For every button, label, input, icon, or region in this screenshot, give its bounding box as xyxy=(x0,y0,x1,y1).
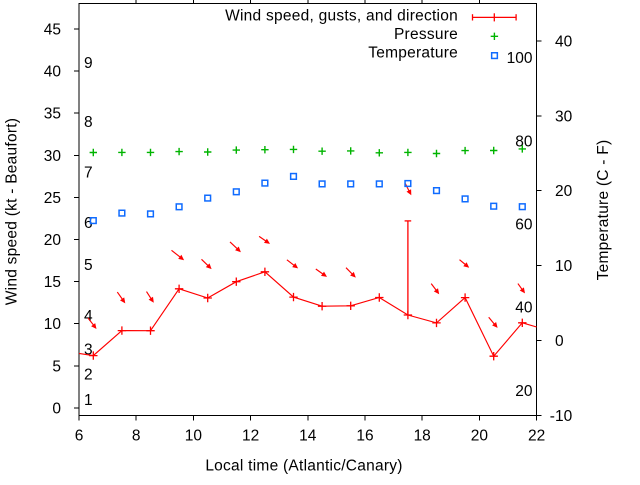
svg-text:30: 30 xyxy=(44,148,62,165)
svg-text:10: 10 xyxy=(185,427,203,444)
svg-text:Temperature (C - F): Temperature (C - F) xyxy=(595,140,612,281)
svg-text:Pressure: Pressure xyxy=(394,26,458,43)
svg-text:6: 6 xyxy=(84,215,93,232)
svg-text:Local time (Atlantic/Canary): Local time (Atlantic/Canary) xyxy=(205,458,402,475)
svg-text:15: 15 xyxy=(44,274,61,291)
svg-text:8: 8 xyxy=(84,114,93,131)
svg-text:45: 45 xyxy=(44,22,61,39)
svg-text:-10: -10 xyxy=(550,408,573,425)
svg-text:4: 4 xyxy=(84,308,93,325)
svg-text:Temperature: Temperature xyxy=(368,44,458,61)
svg-text:40: 40 xyxy=(44,64,62,81)
svg-text:2: 2 xyxy=(84,367,93,384)
svg-text:1: 1 xyxy=(84,392,93,409)
svg-text:0: 0 xyxy=(555,333,564,350)
svg-text:20: 20 xyxy=(515,383,533,400)
svg-text:22: 22 xyxy=(528,427,545,444)
svg-text:20: 20 xyxy=(555,183,573,200)
svg-text:8: 8 xyxy=(132,427,141,444)
svg-text:3: 3 xyxy=(84,342,93,359)
svg-text:0: 0 xyxy=(52,400,61,417)
svg-text:14: 14 xyxy=(299,427,317,444)
svg-text:60: 60 xyxy=(515,217,533,234)
svg-text:9: 9 xyxy=(84,55,93,72)
svg-text:10: 10 xyxy=(555,258,573,275)
svg-text:20: 20 xyxy=(471,427,489,444)
svg-text:12: 12 xyxy=(242,427,259,444)
svg-text:Wind speed, gusts, and directi: Wind speed, gusts, and direction xyxy=(225,7,458,24)
svg-text:35: 35 xyxy=(44,106,61,123)
svg-text:20: 20 xyxy=(44,232,62,249)
svg-text:18: 18 xyxy=(414,427,431,444)
svg-text:25: 25 xyxy=(44,190,61,207)
svg-text:30: 30 xyxy=(555,108,573,125)
svg-text:16: 16 xyxy=(356,427,373,444)
svg-text:Wind speed (kt - Beaufort): Wind speed (kt - Beaufort) xyxy=(4,118,21,305)
svg-text:5: 5 xyxy=(52,358,61,375)
svg-text:40: 40 xyxy=(555,33,573,50)
svg-text:80: 80 xyxy=(515,133,533,150)
svg-text:40: 40 xyxy=(515,300,533,317)
svg-text:10: 10 xyxy=(44,316,62,333)
svg-text:6: 6 xyxy=(75,427,84,444)
svg-text:7: 7 xyxy=(84,165,93,182)
svg-text:5: 5 xyxy=(84,257,93,274)
svg-text:100: 100 xyxy=(507,50,533,67)
